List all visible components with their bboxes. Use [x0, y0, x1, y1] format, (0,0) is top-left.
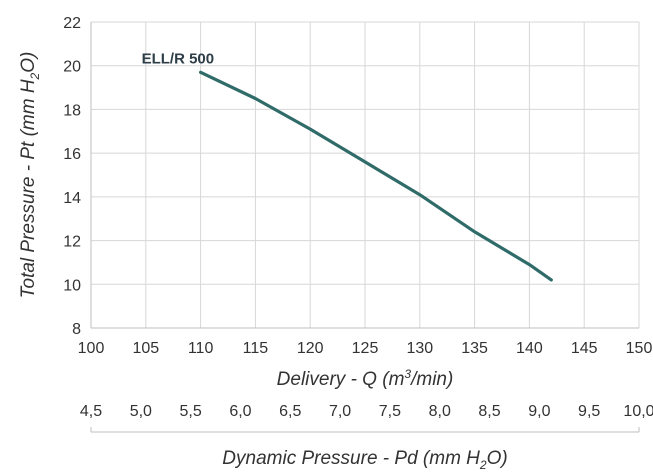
- x2-axis-title-part: O): [487, 448, 508, 469]
- y-axis-title-part: O): [18, 52, 39, 73]
- x2-tick-label: 7,0: [329, 403, 351, 420]
- y-tick-label: 22: [63, 15, 81, 32]
- x2-tick-label: 10,0: [623, 403, 653, 420]
- x2-axis-title-part: Dynamic Pressure - Pd (mm H: [222, 448, 480, 469]
- x-tick-label: 130: [406, 340, 433, 357]
- x2-tick-label: 4,5: [80, 403, 102, 420]
- x-tick-label: 150: [626, 340, 653, 357]
- x2-tick-label: 5,0: [130, 403, 152, 420]
- x-axis-title-part: 3: [404, 367, 411, 381]
- x2-axis-title: Dynamic Pressure - Pd (mm H2O): [222, 448, 507, 472]
- x-tick-label: 115: [243, 340, 269, 357]
- series-label: ELL/R 500: [142, 50, 215, 67]
- x-axis-title-part: Delivery - Q (m: [277, 369, 405, 390]
- y-tick-label: 18: [63, 102, 81, 119]
- x-tick-label: 105: [132, 340, 159, 357]
- y-tick-label: 20: [63, 59, 81, 76]
- y-tick-label: 16: [63, 146, 81, 163]
- y-tick-label: 8: [72, 321, 81, 338]
- y-axis-title-part: 2: [28, 72, 42, 80]
- x-tick-label: 135: [461, 340, 488, 357]
- x2-tick-label: 5,5: [180, 403, 202, 420]
- x2-tick-label: 8,0: [429, 403, 451, 420]
- series-line: [199, 70, 553, 282]
- x2-tick-label: 6,5: [279, 403, 301, 420]
- axes: [90, 22, 640, 433]
- y-tick-label: 14: [63, 190, 81, 207]
- x-tick-label: 140: [516, 340, 543, 357]
- x2-tick-label: 7,5: [379, 403, 401, 420]
- y-tick-label: 12: [63, 234, 81, 251]
- y-axis-title-part: Total Pressure - Pt (mm H: [18, 79, 39, 298]
- x-axis-title-part: /min): [409, 369, 453, 390]
- x-tick-label: 110: [188, 340, 214, 357]
- y-tick-label: 10: [63, 277, 81, 294]
- x-tick-label: 145: [571, 340, 598, 357]
- x-tick-label: 125: [352, 340, 379, 357]
- x-axis-title: Delivery - Q (m3/min): [277, 367, 454, 390]
- x2-tick-label: 8,5: [478, 403, 500, 420]
- series-layer: [199, 70, 553, 282]
- grid: [90, 21, 640, 329]
- x-tick-label: 100: [78, 340, 105, 357]
- y-axis-title: Total Pressure - Pt (mm H2O): [18, 52, 42, 299]
- x-tick-label: 120: [297, 340, 324, 357]
- x2-tick-label: 9,5: [578, 403, 600, 420]
- x2-tick-label: 6,0: [229, 403, 251, 420]
- x2-axis-title-part: 2: [479, 458, 487, 472]
- x2-tick-label: 9,0: [528, 403, 550, 420]
